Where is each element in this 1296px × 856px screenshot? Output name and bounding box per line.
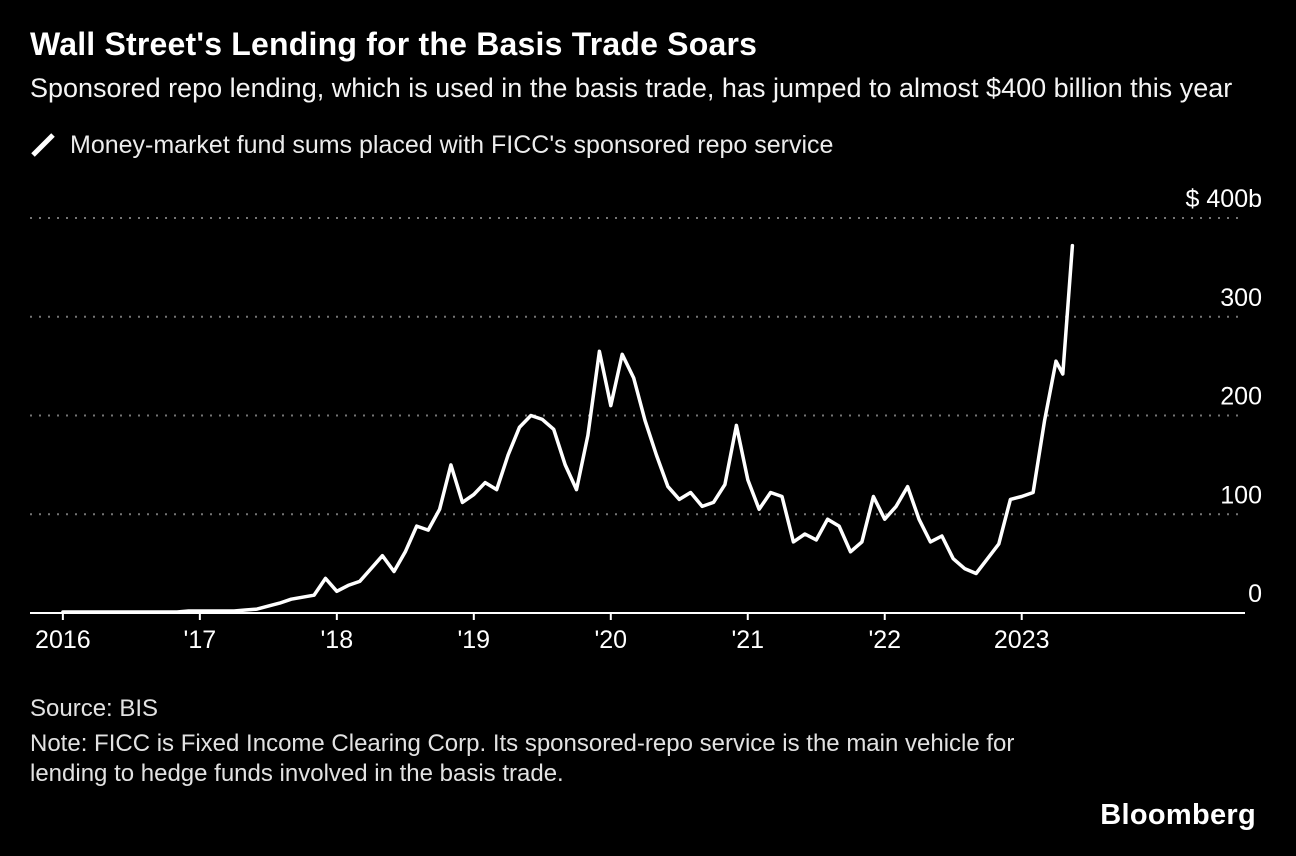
x-axis-label: '22 (868, 626, 901, 654)
x-axis-label: 2016 (35, 626, 91, 654)
chart-area: $ 400b 300 200 100 0 2016 '17 '18 '19 '20 '21 '22 20… (0, 168, 1296, 668)
chart-subtitle: Sponsored repo lending, which is used in… (30, 72, 1233, 103)
x-axis-label: '17 (184, 626, 217, 654)
note-text: Note: FICC is Fixed Income Clearing Corp… (30, 729, 1015, 788)
chart-svg: $ 400b 300 200 100 0 2016 '17 '18 '19 '20 '21 '22 20… (30, 185, 1262, 654)
line-series-icon (30, 132, 56, 158)
y-axis-label: $ 400b (1186, 185, 1262, 213)
y-axis-label: 0 (1248, 580, 1262, 608)
legend-label: Money-market fund sums placed with FICC'… (70, 130, 834, 159)
y-axis-label: 300 (1220, 284, 1262, 312)
x-axis-label: '18 (321, 626, 354, 654)
legend: Money-market fund sums placed with FICC'… (30, 131, 1266, 160)
source-text: Source: BIS (30, 694, 159, 722)
chart-footer: Source: BIS Note: FICC is Fixed Income C… (0, 694, 1296, 790)
x-axis-label: '21 (731, 626, 764, 654)
series-line (61, 243, 1075, 614)
x-axis-label: '20 (594, 626, 627, 654)
x-axis-label: 2023 (994, 626, 1050, 654)
y-axis-label: 100 (1220, 481, 1262, 509)
y-axis-label: 200 (1220, 382, 1262, 410)
bloomberg-logo: Bloomberg (1100, 799, 1256, 831)
chart-title: Wall Street's Lending for the Basis Trad… (30, 26, 758, 62)
x-axis-label: '19 (458, 626, 491, 654)
